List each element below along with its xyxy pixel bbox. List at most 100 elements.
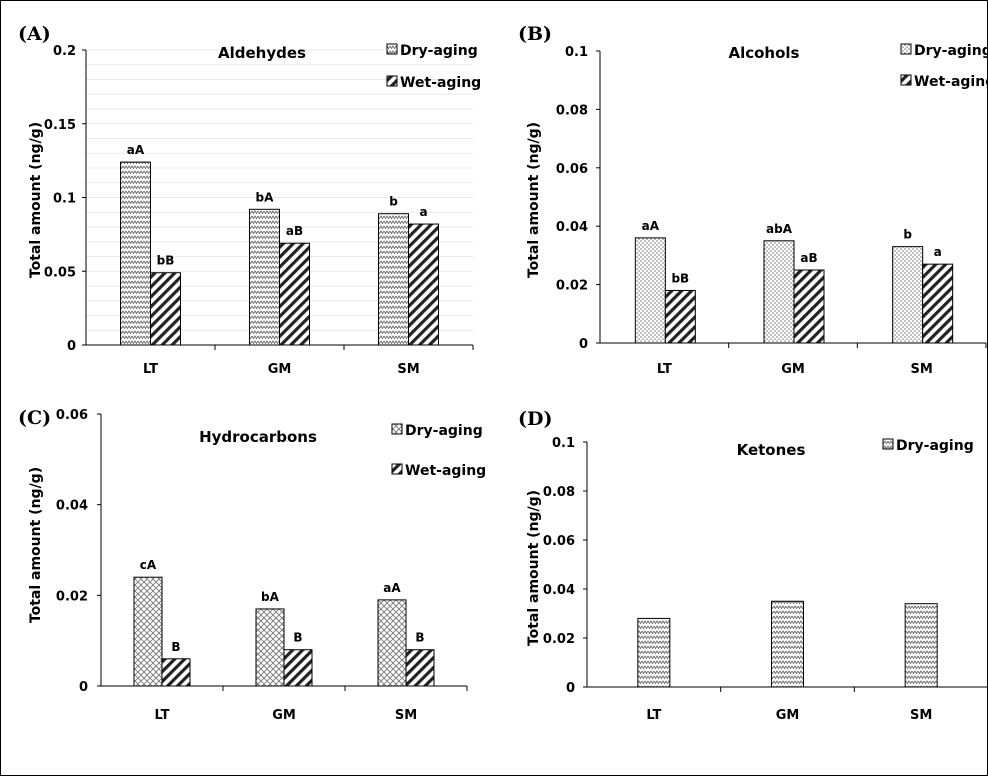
chart-title: Alcohols	[728, 44, 799, 62]
bar-wet-aging-sm	[408, 223, 439, 346]
data-label: cA	[140, 558, 157, 572]
panel-1: 0 0.02 0.04 0.06 0.08 0.1 LT aA bB GM abA aB SM b a (B)…	[518, 23, 988, 377]
data-label: bB	[671, 271, 689, 285]
data-label: bB	[157, 254, 175, 268]
x-tick-label: GM	[776, 708, 800, 723]
y-tick-label: 0.02	[56, 589, 88, 604]
y-tick-label: 0.02	[556, 279, 588, 294]
y-axis-label: Total amount (ng/g)	[28, 122, 44, 278]
panel-label: (A)	[18, 23, 51, 45]
data-label: aA	[642, 219, 660, 233]
chart-title: Ketones	[737, 441, 806, 459]
bar-dry-aging-gm	[763, 240, 795, 344]
x-tick-label: LT	[143, 362, 158, 377]
legend-label: Dry-aging	[896, 438, 974, 454]
y-tick-label: 0.1	[53, 192, 76, 207]
x-tick-label: SM	[395, 708, 417, 723]
data-label: aA	[383, 581, 401, 595]
bar-wet-aging-gm	[793, 269, 825, 344]
legend-swatch	[900, 74, 912, 86]
legend-swatch	[386, 75, 398, 87]
data-label: b	[389, 195, 398, 209]
panel-label: (B)	[518, 23, 552, 45]
bar-dry-aging-lt	[634, 237, 666, 344]
y-axis-label: Total amount (ng/g)	[526, 490, 542, 646]
bar-dry-aging-gm	[249, 208, 280, 346]
panel-label: (C)	[18, 407, 51, 429]
bar-dry-aging-lt	[120, 161, 151, 346]
y-tick-label: 0.2	[53, 44, 76, 59]
y-tick-label: 0.05	[44, 265, 76, 280]
y-tick-label: 0.04	[56, 499, 88, 514]
data-label: bA	[256, 190, 275, 204]
bar-wet-aging-lt	[150, 272, 181, 346]
x-tick-label: GM	[268, 362, 292, 377]
y-tick-label: 0.06	[543, 534, 575, 549]
data-label: b	[903, 228, 912, 242]
data-label: bA	[261, 590, 280, 604]
y-tick-label: 0.15	[44, 118, 76, 133]
y-tick-label: 0	[79, 680, 88, 695]
bar-dry-aging-lt	[637, 617, 671, 688]
y-axis-label: Total amount (ng/g)	[526, 122, 542, 278]
legend-label: Dry-aging	[400, 43, 478, 59]
legend-label: Wet-aging	[400, 75, 481, 91]
y-tick-label: 0.08	[543, 485, 575, 500]
data-label: a	[934, 245, 942, 259]
x-tick-label: LT	[646, 708, 661, 723]
bar-wet-aging-lt	[664, 289, 696, 344]
bar-wet-aging-gm	[279, 242, 310, 346]
bar-dry-aging-sm	[377, 599, 407, 687]
panel-label: (D)	[518, 408, 552, 430]
bar-wet-aging-gm	[283, 649, 313, 687]
legend-swatch	[391, 463, 403, 475]
y-tick-label: 0.06	[556, 162, 588, 177]
y-tick-label: 0.1	[565, 45, 588, 60]
x-tick-label: LT	[657, 362, 672, 377]
data-label: B	[171, 640, 180, 654]
y-tick-label: 0.06	[56, 408, 88, 423]
x-tick-label: GM	[781, 362, 805, 377]
x-tick-label: SM	[397, 362, 419, 377]
bar-dry-aging-sm	[378, 213, 409, 346]
y-tick-label: 0.04	[543, 583, 575, 598]
panel-2: 0 0.02 0.04 0.06 LT cA B GM bA B SM aA B (C) Hydrocarb…	[18, 407, 486, 723]
bar-dry-aging-gm	[771, 600, 804, 688]
legend-label: Wet-aging	[405, 463, 486, 479]
y-axis-label: Total amount (ng/g)	[28, 467, 44, 623]
bar-dry-aging-sm	[904, 603, 938, 688]
data-label: abA	[766, 222, 793, 236]
legend-label: Dry-aging	[914, 43, 988, 59]
x-tick-label: SM	[910, 708, 932, 723]
data-label: aA	[127, 143, 145, 157]
y-tick-label: 0	[579, 337, 588, 352]
x-tick-label: SM	[911, 362, 933, 377]
bar-dry-aging-sm	[892, 246, 924, 344]
chart-title: Aldehydes	[218, 44, 306, 62]
data-label: B	[415, 631, 424, 645]
x-tick-label: LT	[155, 708, 170, 723]
data-label: B	[293, 631, 302, 645]
legend-swatch	[386, 43, 398, 55]
y-tick-label: 0.1	[552, 436, 575, 451]
y-tick-label: 0.08	[556, 103, 588, 118]
legend-label: Wet-aging	[914, 74, 988, 90]
bar-wet-aging-lt	[161, 658, 191, 687]
y-tick-label: 0.02	[543, 632, 575, 647]
panel-3: 0 0.02 0.04 0.06 0.08 0.1 LT GM SM (D) Ketones Tota…	[518, 408, 988, 723]
bar-dry-aging-gm	[255, 608, 285, 687]
legend-swatch	[391, 423, 403, 435]
y-tick-label: 0.04	[556, 220, 588, 235]
bar-dry-aging-lt	[133, 576, 163, 687]
panel-0: 0 0.05 0.1 0.15 0.2 LT aA bB GM bA aB SM b a (A) Aldehy…	[18, 23, 481, 377]
y-tick-label: 0	[566, 681, 575, 696]
data-label: aB	[286, 224, 303, 238]
chart-title: Hydrocarbons	[199, 428, 317, 446]
legend-label: Dry-aging	[405, 423, 483, 439]
legend-swatch	[900, 43, 912, 55]
x-tick-label: GM	[272, 708, 296, 723]
data-label: aB	[800, 251, 817, 265]
y-tick-label: 0	[67, 339, 76, 354]
legend-swatch	[882, 438, 894, 450]
